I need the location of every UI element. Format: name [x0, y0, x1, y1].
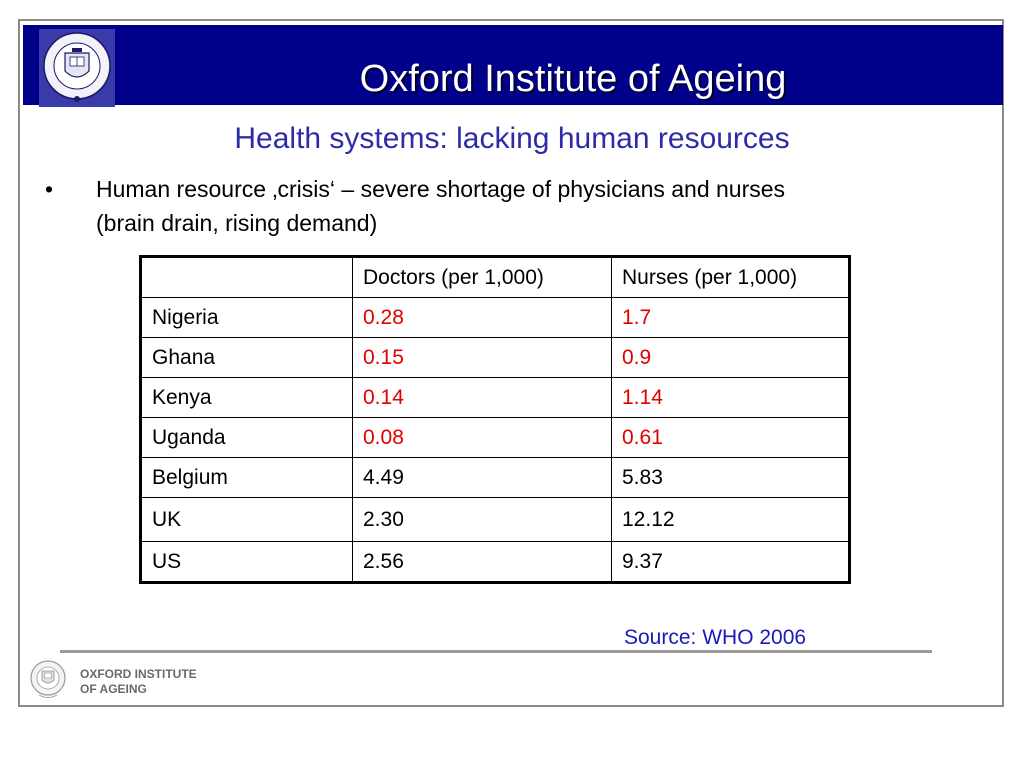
header-bar: Oxford Institute of Ageing — [23, 25, 1003, 107]
footer-crest-icon — [28, 658, 68, 702]
footer-line-1: OXFORD INSTITUTE — [80, 667, 197, 681]
nurses-cell: 0.61 — [611, 417, 850, 458]
table-row: Kenya 0.14 1.14 — [140, 377, 850, 418]
table-row: UK 2.30 12.12 — [140, 497, 850, 542]
doctors-cell: 2.56 — [352, 541, 612, 583]
footer-line-2: OF AGEING — [80, 682, 147, 696]
doctors-cell: 0.14 — [352, 377, 612, 418]
doctors-cell: 2.30 — [352, 497, 612, 542]
health-workforce-table: Doctors (per 1,000) Nurses (per 1,000) N… — [139, 255, 851, 584]
table-row: Uganda 0.08 0.61 — [140, 417, 850, 458]
country-cell: Ghana — [140, 337, 353, 378]
bullet-text: Human resource ‚crisis‘ – severe shortag… — [96, 172, 976, 240]
table-header-doctors: Doctors (per 1,000) — [352, 256, 612, 298]
bullet-icon: • — [45, 176, 54, 202]
table-row: Nigeria 0.28 1.7 — [140, 297, 850, 338]
oxford-crest-logo — [39, 29, 115, 107]
bullet-text-line-1: Human resource ‚crisis‘ – severe shortag… — [96, 176, 786, 202]
table-header-nurses: Nurses (per 1,000) — [611, 256, 850, 298]
nurses-cell: 1.14 — [611, 377, 850, 418]
slide-subtitle: Health systems: lacking human resources — [234, 122, 790, 155]
table-row: Ghana 0.15 0.9 — [140, 337, 850, 378]
country-cell: US — [140, 541, 353, 583]
source-citation: Source: WHO 2006 — [624, 626, 807, 649]
nurses-cell: 9.37 — [611, 541, 850, 583]
footer-institute-name: OXFORD INSTITUTE OF AGEING — [80, 667, 197, 697]
table-row: Belgium 4.49 5.83 — [140, 457, 850, 498]
country-cell: Uganda — [140, 417, 353, 458]
country-cell: UK — [140, 497, 353, 542]
header-title: Oxford Institute of Ageing — [359, 58, 787, 100]
country-cell: Nigeria — [140, 297, 353, 338]
nurses-cell: 1.7 — [611, 297, 850, 338]
nurses-cell: 12.12 — [611, 497, 850, 542]
nurses-cell: 0.9 — [611, 337, 850, 378]
doctors-cell: 0.08 — [352, 417, 612, 458]
table-row: US 2.56 9.37 — [140, 541, 850, 583]
footer-divider — [60, 650, 932, 653]
table-header-row: Doctors (per 1,000) Nurses (per 1,000) — [140, 256, 850, 298]
country-cell: Kenya — [140, 377, 353, 418]
bullet-text-line-2: (brain drain, rising demand) — [96, 210, 378, 236]
table-header-country — [140, 256, 353, 298]
country-cell: Belgium — [140, 457, 353, 498]
nurses-cell: 5.83 — [611, 457, 850, 498]
doctors-cell: 0.28 — [352, 297, 612, 338]
doctors-cell: 4.49 — [352, 457, 612, 498]
doctors-cell: 0.15 — [352, 337, 612, 378]
